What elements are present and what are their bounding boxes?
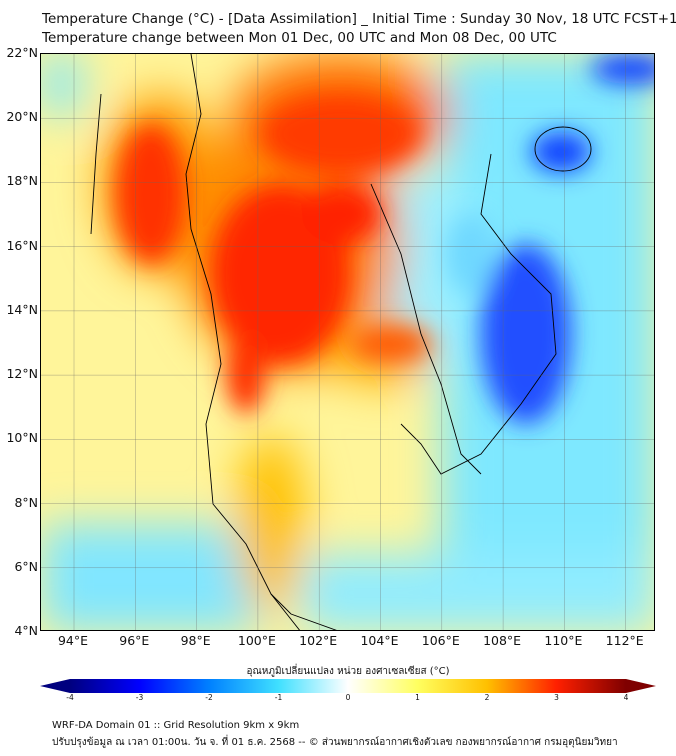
colorbar-tick-label: -3 bbox=[135, 693, 144, 702]
lon-label: 106°E bbox=[421, 633, 460, 648]
lat-label: 16°N bbox=[6, 237, 38, 253]
lat-label: 14°N bbox=[6, 301, 38, 317]
lon-label: 98°E bbox=[180, 633, 211, 648]
lon-label: 94°E bbox=[57, 633, 89, 648]
colorbar-tick-label: 0 bbox=[345, 693, 351, 702]
lon-label: 110°E bbox=[544, 633, 583, 648]
chart-subtitle: Temperature change between Mon 01 Dec, 0… bbox=[42, 30, 557, 46]
colorbar-tick-label: 4 bbox=[623, 693, 629, 702]
coastlines bbox=[90, 54, 592, 630]
colorbar-tick-label: -2 bbox=[205, 693, 213, 702]
lon-label: 104°E bbox=[360, 633, 399, 648]
colorbar-tick-label: -4 bbox=[66, 693, 74, 702]
lon-label: 100°E bbox=[237, 633, 276, 648]
lon-label: 112°E bbox=[605, 633, 644, 648]
lat-label: 20°N bbox=[6, 109, 38, 125]
colorbar-title: อุณหภูมิเปลี่ยนแปลง หน่วย องศาเซลเซียส (… bbox=[246, 666, 450, 677]
model-info: WRF-DA Domain 01 :: Grid Resolution 9km … bbox=[52, 720, 300, 731]
colorbar bbox=[40, 679, 656, 693]
chart-title: Temperature Change (°C) - [Data Assimila… bbox=[42, 11, 676, 27]
lon-label: 102°E bbox=[299, 633, 338, 648]
lat-label: 4°N bbox=[14, 623, 38, 638]
lat-label: 10°N bbox=[6, 430, 38, 446]
colorbar-tick-label: -1 bbox=[274, 693, 283, 702]
update-info: ปรับปรุงข้อมูล ณ เวลา 01:00น. วัน จ. ที่… bbox=[52, 737, 618, 748]
lon-label: 96°E bbox=[119, 633, 150, 648]
lon-label: 108°E bbox=[483, 633, 522, 648]
colorbar-tick-label: 3 bbox=[554, 693, 559, 702]
lat-label: 6°N bbox=[14, 558, 38, 574]
temperature-change-map bbox=[40, 53, 655, 631]
lat-label: 12°N bbox=[6, 366, 38, 382]
lat-label: 18°N bbox=[6, 173, 38, 189]
colorbar-tick-label: 1 bbox=[415, 693, 420, 702]
lat-label: 8°N bbox=[14, 494, 38, 510]
lat-label: 22°N bbox=[6, 45, 38, 60]
colorbar-tick-label: 2 bbox=[484, 693, 490, 702]
